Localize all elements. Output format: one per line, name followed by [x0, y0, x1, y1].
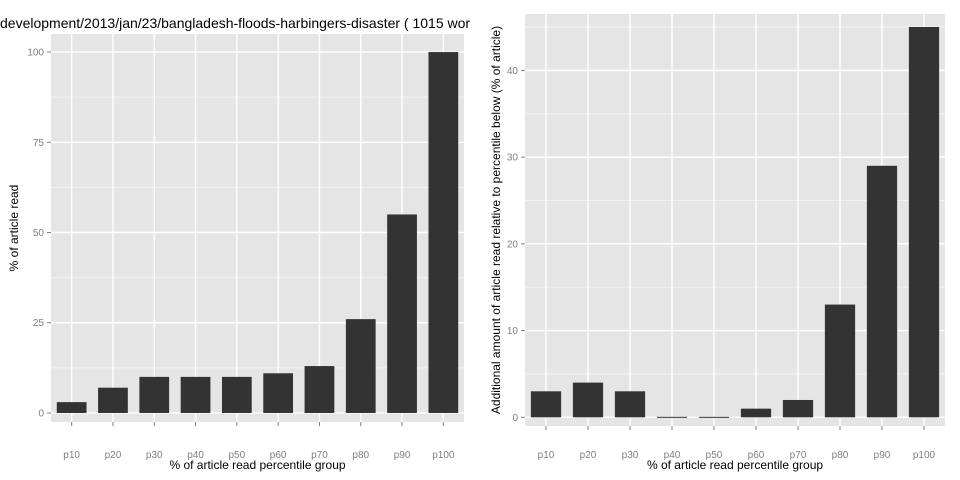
y-tick-label: 40: [507, 66, 519, 77]
bar-p60: [263, 373, 294, 413]
x-tick-label: p80: [352, 450, 369, 461]
x-tick-label: p90: [394, 450, 411, 461]
bar-p50: [698, 416, 730, 418]
x-tick-label: p50: [229, 450, 246, 461]
x-tick-label: p40: [664, 450, 681, 461]
y-tick-label: 30: [507, 153, 519, 164]
chart-panel-2: 0 10 20 30 40 p10 p20 p30 p40 p50 p60 p70 p80 p90 p100…: [489, 14, 945, 472]
bar-p100: [908, 27, 940, 418]
x-tick-label: p70: [311, 450, 328, 461]
x-tick-label: p20: [105, 450, 122, 461]
bar-p40: [180, 376, 211, 413]
x-tick-label: p60: [748, 450, 765, 461]
bar-p90: [866, 165, 898, 418]
y-tick-label: 10: [507, 326, 519, 337]
y-tick-label: 25: [33, 318, 45, 329]
bar-p30: [139, 376, 170, 413]
x-tick-label: p100: [432, 450, 455, 461]
y-axis-title: Additional amount of article read relati…: [489, 26, 503, 414]
bar-p20: [98, 387, 128, 413]
bar-p70: [304, 366, 335, 413]
bar-p30: [614, 391, 646, 418]
x-tick-label: p10: [538, 450, 555, 461]
x-tick-label: p40: [187, 450, 204, 461]
x-axis-title: % of article read percentile group: [169, 458, 345, 472]
bar-p50: [221, 376, 252, 413]
x-tick-label: p90: [874, 450, 891, 461]
bar-p80: [345, 319, 376, 413]
y-tick-label: 100: [27, 48, 44, 59]
x-tick-label: p20: [580, 450, 597, 461]
bar-p60: [740, 408, 772, 418]
x-axis-title: % of article read percentile group: [647, 458, 823, 472]
chart-title: development/2013/jan/23/bangladesh-flood…: [0, 15, 471, 31]
y-tick-label: 0: [512, 413, 518, 424]
y-axis-title: % of article read: [7, 185, 21, 272]
x-tick-label: p10: [63, 450, 80, 461]
bar-p10: [56, 402, 87, 413]
x-tick-label: p30: [146, 450, 163, 461]
bar-p70: [782, 399, 814, 418]
x-tick-label: p60: [270, 450, 287, 461]
chart-panel-1: 0 25 50 75 100 p10 p20 p30 p40 p50 p60 p70 p80 p90 p10…: [7, 34, 464, 472]
bar-p20: [572, 382, 604, 418]
x-tick-label: p70: [790, 450, 807, 461]
bar-p90: [387, 214, 417, 413]
y-tick-label: 75: [33, 138, 45, 149]
x-tick-label: p100: [913, 450, 936, 461]
bar-p10: [530, 391, 562, 418]
y-tick-label: 20: [507, 239, 519, 250]
x-tick-label: p80: [832, 450, 849, 461]
bar-p80: [824, 304, 856, 418]
x-tick-label: p30: [622, 450, 639, 461]
bar-p40: [656, 416, 688, 418]
bar-p100: [428, 52, 459, 413]
x-tick-label: p50: [706, 450, 723, 461]
y-tick-label: 0: [38, 408, 44, 419]
y-tick-label: 50: [33, 228, 45, 239]
